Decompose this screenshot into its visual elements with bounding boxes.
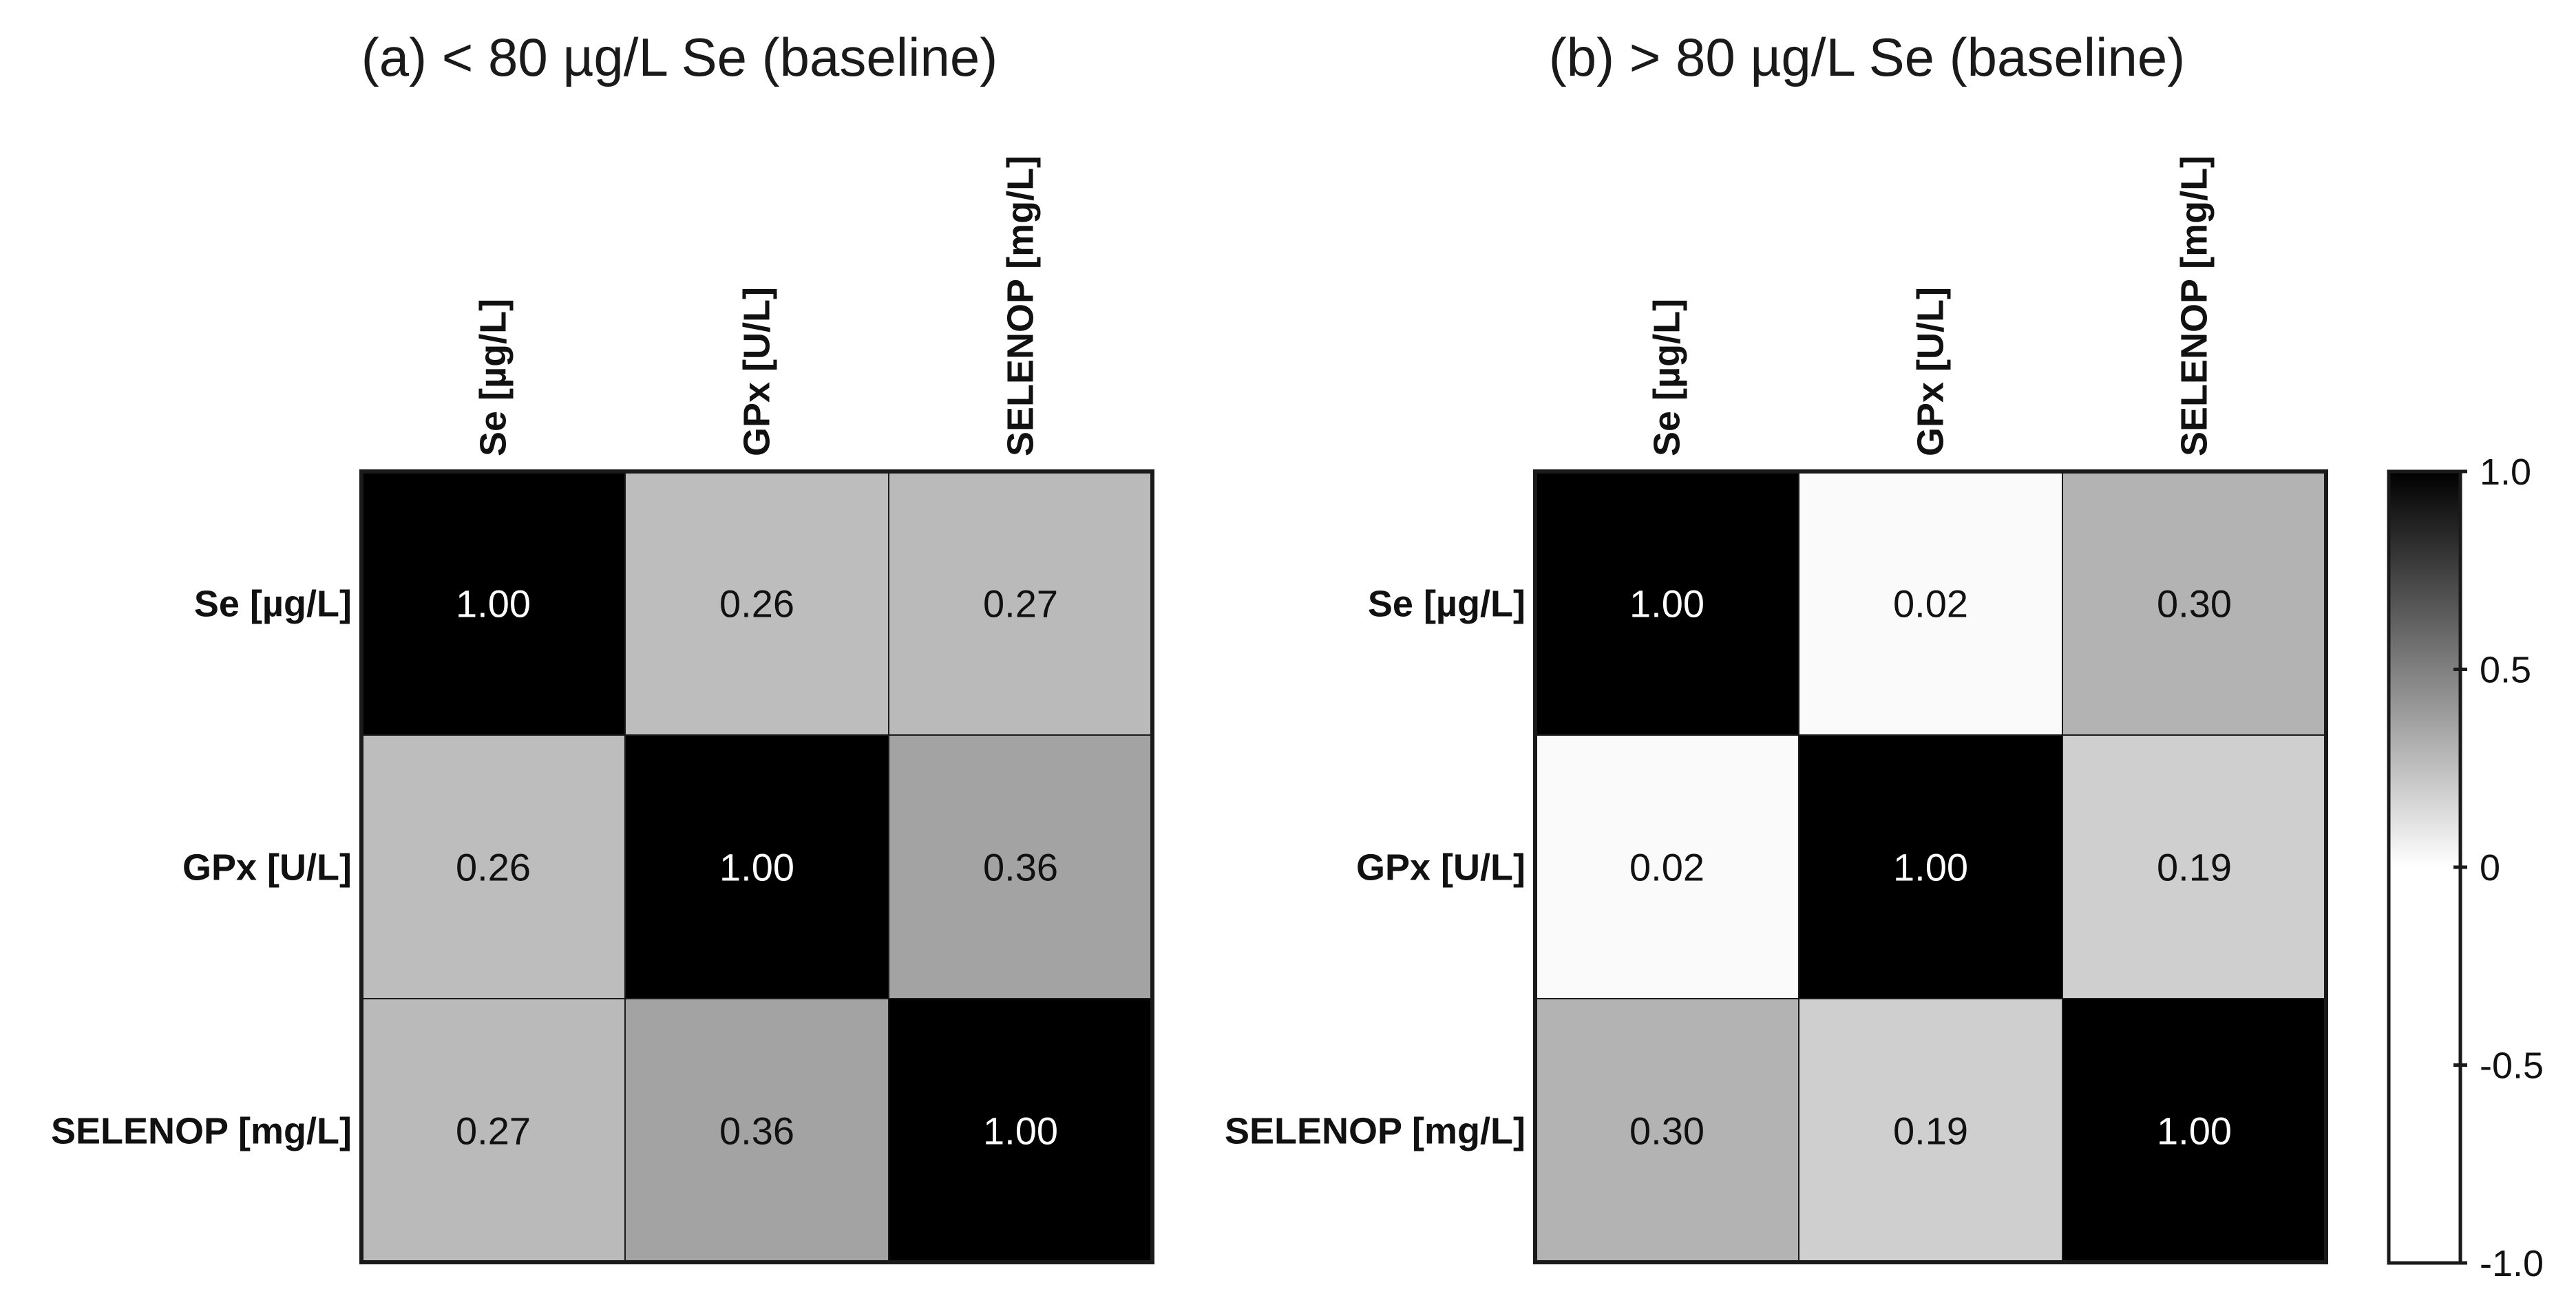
colorbar-tick-label: -1.0 xyxy=(2480,1243,2544,1284)
cell-value-label: 0.19 xyxy=(1893,1109,1968,1153)
cell-value-label: 0.02 xyxy=(1629,846,1704,889)
cell-value-label: 0.26 xyxy=(456,846,531,889)
colorbar-tick-label: -0.5 xyxy=(2480,1045,2544,1087)
heatmap-cell xyxy=(1798,998,2063,1263)
colorbar-tick-label: 0.5 xyxy=(2480,650,2531,691)
column-label: Se [µg/L] xyxy=(473,299,514,456)
column-label: Se [µg/L] xyxy=(1647,299,1688,456)
cell-value-label: 1.00 xyxy=(719,846,794,889)
cell-value-label: 1.00 xyxy=(1893,846,1968,889)
row-label: Se [µg/L] xyxy=(1368,584,1525,625)
column-label: GPx [U/L] xyxy=(1910,287,1952,456)
cell-value-label: 0.36 xyxy=(719,1109,794,1153)
cell-value-label: 0.26 xyxy=(719,582,794,626)
heatmap-panel-a: (a) < 80 µg/L Se (baseline) 1.00 0.26 0.27 0… xyxy=(51,27,1154,1264)
row-label: GPx [U/L] xyxy=(182,847,352,889)
heatmap-border xyxy=(1533,469,2328,1264)
cell-value-label: 0.30 xyxy=(2157,582,2232,626)
cell-value-label: 0.02 xyxy=(1893,582,1968,626)
cell-value-label: 1.00 xyxy=(983,1109,1058,1153)
heatmap-cell xyxy=(2062,471,2327,736)
cell-value-label: 0.19 xyxy=(2157,846,2232,889)
heatmap-cell xyxy=(361,998,626,1263)
heatmap-cell xyxy=(624,998,889,1263)
heatmap-cell xyxy=(1798,734,2063,999)
heatmap-cell xyxy=(888,734,1153,999)
heatmap-cell xyxy=(361,471,626,736)
panel-title: (a) < 80 µg/L Se (baseline) xyxy=(361,27,997,87)
heatmap-cell xyxy=(2062,734,2327,999)
heatmap-cell xyxy=(1534,471,1799,736)
colorbar: 1.0 0.5 0 -0.5 -1.0 xyxy=(2387,451,2544,1284)
column-label: SELENOP [mg/L] xyxy=(1000,156,1042,456)
cell-value-label: 0.30 xyxy=(1629,1109,1704,1153)
row-label: Se [µg/L] xyxy=(194,584,352,625)
heatmap-cell xyxy=(1534,998,1799,1263)
column-label: GPx [U/L] xyxy=(737,287,778,456)
heatmap-cell xyxy=(624,734,889,999)
colorbar-tick-label: 1.0 xyxy=(2480,451,2531,493)
panel-title: (b) > 80 µg/L Se (baseline) xyxy=(1549,27,2185,87)
row-label: GPx [U/L] xyxy=(1356,847,1525,889)
colorbar-tick-label: 0 xyxy=(2480,847,2500,889)
cell-value-label: 1.00 xyxy=(1629,582,1704,626)
row-label: SELENOP [mg/L] xyxy=(1225,1111,1525,1152)
cell-value-label: 0.36 xyxy=(983,846,1058,889)
heatmap-cell xyxy=(361,734,626,999)
cell-value-label: 1.00 xyxy=(2157,1109,2232,1153)
heatmap-cell xyxy=(2062,998,2327,1263)
cell-value-label: 0.27 xyxy=(456,1109,531,1153)
heatmap-border xyxy=(359,469,1154,1264)
colorbar-gradient xyxy=(2387,469,2462,1265)
heatmap-panel-b: (b) > 80 µg/L Se (baseline) 1.00 0.02 0.30 0… xyxy=(1225,27,2328,1264)
heatmap-cell xyxy=(624,471,889,736)
cell-value-label: 0.27 xyxy=(983,582,1058,626)
column-label: SELENOP [mg/L] xyxy=(2174,156,2215,456)
heatmap-cell xyxy=(1798,471,2063,736)
row-label: SELENOP [mg/L] xyxy=(51,1111,352,1152)
cell-value-label: 1.00 xyxy=(456,582,531,626)
heatmap-cell xyxy=(1534,734,1799,999)
